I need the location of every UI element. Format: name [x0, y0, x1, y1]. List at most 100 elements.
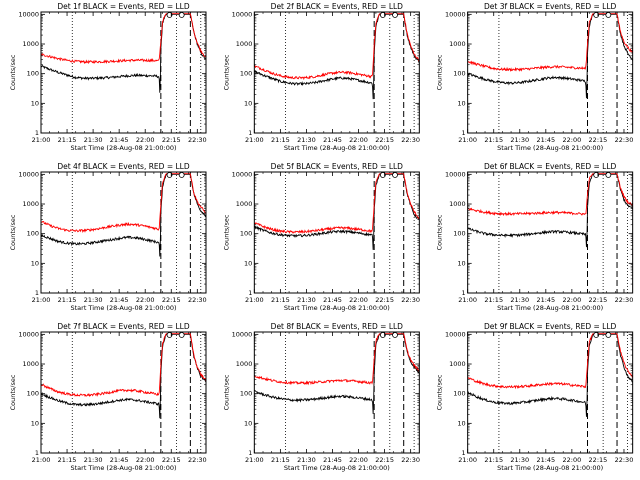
x-tick-label: 21:45 — [323, 296, 342, 304]
x-tick-label: 22:15 — [589, 136, 608, 144]
y-tick-label: 10000 — [232, 330, 253, 338]
x-tick-label: 21:45 — [536, 136, 555, 144]
events-series-line — [467, 333, 633, 417]
y-tick-label: 10000 — [445, 10, 466, 18]
x-axis-label: Start Time (28-Aug-08 21:00:00) — [284, 144, 390, 152]
y-tick-label: 100 — [27, 70, 39, 78]
y-tick-label: 1 — [462, 289, 466, 297]
plot-frame — [253, 331, 420, 454]
y-tick-label: 1000 — [22, 360, 39, 368]
y-tick-label: 1 — [248, 129, 252, 137]
x-tick-label: 22:30 — [401, 456, 420, 464]
plot-frame — [253, 11, 420, 134]
y-tick-label: 1 — [462, 449, 466, 457]
x-tick-label: 22:30 — [615, 136, 634, 144]
y-tick-label: 10000 — [18, 170, 39, 178]
x-tick-label: 21:15 — [58, 136, 77, 144]
x-tick-label: 21:30 — [84, 136, 103, 144]
x-tick-label: 21:30 — [510, 296, 529, 304]
panel-title: Det 6f BLACK = Events, RED = LLD — [484, 162, 617, 171]
x-tick-label: 22:30 — [401, 296, 420, 304]
plot-frame — [40, 331, 207, 454]
plot-frame — [40, 11, 207, 134]
x-tick-label: 21:00 — [245, 136, 264, 144]
lld-series-line — [40, 333, 207, 397]
x-tick-label: 22:15 — [375, 296, 394, 304]
x-tick-label: 21:30 — [84, 296, 103, 304]
y-tick-label: 1 — [35, 289, 39, 297]
x-tick-label: 22:30 — [188, 456, 207, 464]
y-tick-label: 10 — [244, 259, 252, 267]
x-tick-label: 21:00 — [245, 296, 264, 304]
x-tick-label: 21:30 — [510, 456, 529, 464]
y-tick-label: 10000 — [18, 10, 39, 18]
x-tick-label: 21:00 — [458, 296, 477, 304]
y-tick-label: 10000 — [18, 330, 39, 338]
y-tick-label: 100 — [453, 390, 465, 398]
x-tick-label: 21:00 — [32, 456, 51, 464]
panel-title: Det 8f BLACK = Events, RED = LLD — [271, 322, 404, 331]
panel-4: Det 4f BLACK = Events, RED = LLD 1 10 100 10… — [9, 162, 207, 312]
panel-title: Det 1f BLACK = Events, RED = LLD — [57, 2, 190, 11]
x-tick-label: 22:00 — [563, 456, 582, 464]
y-tick-label: 10000 — [445, 330, 466, 338]
y-tick-label: 1 — [248, 289, 252, 297]
x-tick-label: 21:45 — [110, 296, 129, 304]
y-axis-label: Counts/sec — [9, 214, 17, 250]
panel-title: Det 4f BLACK = Events, RED = LLD — [57, 162, 190, 171]
x-tick-label: 22:15 — [162, 456, 181, 464]
panel-title: Det 9f BLACK = Events, RED = LLD — [484, 322, 617, 331]
x-tick-label: 22:00 — [136, 136, 155, 144]
panel-6: Det 6f BLACK = Events, RED = LLD 1 10 100 10… — [436, 162, 634, 312]
y-tick-label: 1000 — [22, 200, 39, 208]
x-axis-label: Start Time (28-Aug-08 21:00:00) — [284, 304, 390, 312]
lld-series-line — [253, 13, 420, 81]
y-tick-label: 10 — [457, 259, 465, 267]
x-tick-label: 22:15 — [375, 456, 394, 464]
y-tick-label: 10 — [244, 419, 252, 427]
x-tick-label: 22:00 — [563, 136, 582, 144]
y-tick-label: 10000 — [232, 170, 253, 178]
y-tick-label: 10 — [31, 419, 39, 427]
y-tick-label: 1000 — [236, 200, 253, 208]
y-axis-label: Counts/sec — [436, 54, 444, 90]
x-tick-label: 21:45 — [110, 456, 129, 464]
x-tick-label: 21:15 — [484, 456, 503, 464]
x-tick-label: 21:15 — [484, 136, 503, 144]
events-series-line — [40, 333, 207, 419]
lld-series-line — [40, 173, 207, 233]
y-tick-label: 10 — [31, 259, 39, 267]
x-tick-label: 21:00 — [32, 136, 51, 144]
panel-7: Det 7f BLACK = Events, RED = LLD 1 10 100 10… — [9, 322, 207, 472]
x-axis-label: Start Time (28-Aug-08 21:00:00) — [497, 304, 603, 312]
panel-8: Det 8f BLACK = Events, RED = LLD 1 10 100 10… — [222, 322, 420, 472]
x-tick-label: 22:00 — [136, 296, 155, 304]
panel-title: Det 5f BLACK = Events, RED = LLD — [271, 162, 404, 171]
y-tick-label: 1000 — [22, 40, 39, 48]
panel-title: Det 3f BLACK = Events, RED = LLD — [484, 2, 617, 11]
x-axis-label: Start Time (28-Aug-08 21:00:00) — [497, 464, 603, 472]
x-tick-label: 22:15 — [589, 296, 608, 304]
x-tick-label: 21:15 — [271, 296, 290, 304]
events-series-line — [40, 173, 207, 257]
events-series-line — [40, 13, 207, 93]
panel-9: Det 9f BLACK = Events, RED = LLD 1 10 100 10… — [436, 322, 634, 472]
plot-frame — [253, 171, 420, 294]
events-series-line — [254, 333, 420, 414]
x-tick-label: 21:00 — [458, 456, 477, 464]
x-tick-label: 22:00 — [349, 136, 368, 144]
y-tick-label: 100 — [27, 390, 39, 398]
x-tick-label: 21:15 — [58, 456, 77, 464]
y-tick-label: 1000 — [449, 40, 466, 48]
panel-3: Det 3f BLACK = Events, RED = LLD 1 10 100 10… — [436, 2, 634, 152]
plot-frame — [467, 331, 634, 454]
y-tick-label: 10 — [31, 99, 39, 107]
lld-series-line — [467, 13, 634, 73]
panel-2: Det 2f BLACK = Events, RED = LLD 1 10 100 10… — [222, 2, 420, 152]
x-tick-label: 21:45 — [323, 456, 342, 464]
x-tick-label: 21:30 — [84, 456, 103, 464]
y-tick-label: 1 — [248, 449, 252, 457]
x-tick-label: 22:30 — [188, 136, 207, 144]
y-tick-label: 100 — [453, 230, 465, 238]
